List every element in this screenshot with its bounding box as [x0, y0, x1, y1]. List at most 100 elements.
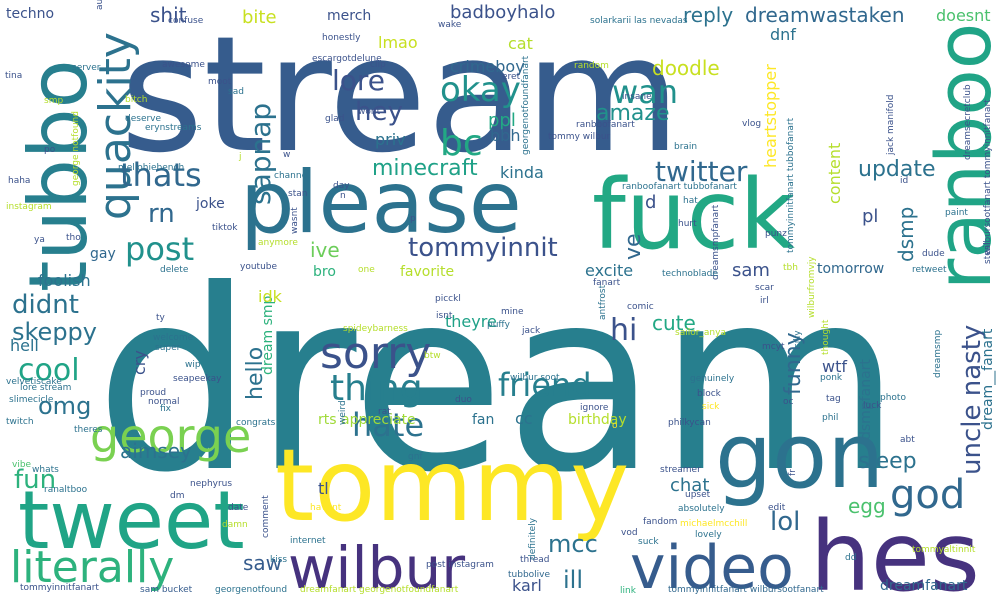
word-moot: moot	[208, 77, 232, 87]
word-heartstopper: heartstopper	[761, 64, 780, 168]
word-hell: hell	[10, 336, 39, 355]
word-one: one	[358, 265, 375, 275]
word-bbh: bbh	[490, 126, 520, 145]
word-ranboo: ranboo	[919, 23, 1000, 290]
word-theyre: theyre	[445, 312, 497, 331]
word-dreamsmpfanart: dreamsmpfanart	[711, 204, 721, 280]
word-doodle: doodle	[652, 56, 720, 80]
word-hurt: hurt	[678, 219, 697, 229]
word-o: o	[612, 421, 618, 431]
word-wip: wip	[185, 360, 201, 370]
word-friend: friend	[498, 366, 592, 404]
word-literally: literally	[10, 542, 174, 593]
word-isnt: isnt	[436, 311, 453, 321]
word-fun: fun	[14, 465, 56, 495]
word-technoblade: technoblade	[662, 269, 718, 279]
word-streamer: streamer	[660, 465, 701, 475]
word-bite: bite	[242, 7, 277, 28]
word-dream-smp: dream smp	[260, 295, 276, 375]
word-seapeekay: seapeekay	[173, 374, 222, 384]
word-havent: havent	[310, 503, 342, 513]
word-w: w	[283, 150, 290, 160]
word-joke: joke	[195, 196, 225, 212]
word-fix: fix	[160, 404, 172, 414]
word-duo: duo	[455, 395, 472, 405]
word-wan: wan	[612, 73, 678, 111]
word-didnt: didnt	[12, 290, 79, 320]
word-welcome: welcome	[153, 333, 194, 343]
word-wont: wont	[358, 107, 381, 117]
word-brain: brain	[674, 142, 697, 152]
word-okay: okay	[440, 70, 521, 110]
word-sleep: sleep	[858, 449, 917, 474]
word-content: content	[825, 143, 844, 204]
word-dude: dude	[922, 249, 945, 259]
word-whats: whats	[32, 465, 59, 475]
word-tina: tina	[5, 71, 22, 81]
word-omg: omg	[38, 392, 91, 420]
word-comment: comment	[261, 495, 271, 538]
word-hate: hate	[352, 406, 424, 444]
word-block: block	[697, 389, 722, 399]
word-pl: pl	[862, 206, 878, 227]
word-date: date	[228, 503, 249, 513]
word-cool: cool	[18, 353, 80, 388]
word-wilburfromvjy: wilburfromvjy	[807, 256, 817, 318]
word-saw: saw	[243, 551, 282, 575]
word-weird: weird	[338, 400, 348, 425]
word-ranaltboo: ranaltboo	[44, 485, 88, 495]
word-ranboofanart: ranboofanart	[576, 120, 635, 130]
word-au: au	[95, 0, 105, 10]
word-rat: rat	[378, 407, 391, 417]
word-tommy: tommy	[275, 427, 629, 544]
word-photo: photo	[880, 393, 906, 403]
word-aimsey: aimsey	[120, 439, 192, 463]
word-techno: techno	[6, 6, 54, 22]
word-fandom: fandom	[643, 517, 677, 527]
word-dd: dd	[845, 553, 856, 563]
word-thing: thing	[330, 368, 423, 409]
word-cry: cry	[130, 350, 149, 375]
word-dsmp: dsmp	[894, 207, 918, 262]
word-stream: stream	[120, 1, 681, 188]
word-post-instagram: post instagram	[426, 560, 494, 570]
word-internet: internet	[290, 536, 326, 546]
word-definitely: definitely	[528, 517, 538, 560]
word-hi: hi	[610, 313, 637, 348]
word-velvetiscake: velvetiscake	[6, 377, 62, 387]
word-karl: karl	[512, 576, 542, 595]
word-insane: insane	[622, 92, 652, 102]
word-hat: hat	[683, 196, 698, 206]
word-sam: sam	[732, 260, 770, 281]
word-paint: paint	[945, 208, 968, 218]
word-steal: steal	[983, 242, 993, 264]
word-suck: suck	[638, 537, 659, 547]
word-tweet: tweet	[18, 474, 245, 567]
word-lol: lol	[770, 507, 800, 537]
word-tbh: tbh	[783, 263, 798, 273]
word-irl: irl	[760, 296, 769, 306]
word-abt: abt	[900, 435, 915, 445]
word-awesome: awesome	[162, 60, 205, 70]
word-bc: bc	[440, 123, 483, 164]
word-update: update	[858, 157, 936, 182]
word-phil: phil	[822, 413, 838, 423]
word-channel: channel	[274, 171, 310, 181]
word-excite: excite	[585, 261, 633, 280]
word-theres: theres	[74, 425, 103, 435]
word-ill: ill	[563, 566, 583, 594]
word-j: j	[238, 152, 242, 162]
word-dream-fanart: dream__fanart	[980, 328, 996, 430]
word-god: god	[890, 472, 965, 518]
word-congrats: congrats	[236, 418, 276, 428]
word-sorry: sorry	[320, 328, 431, 379]
word-scar: scar	[755, 283, 774, 293]
word-oc: oc	[783, 397, 794, 407]
word-thread: thread	[520, 555, 550, 565]
word-tommyinnit: tommyinnit	[408, 233, 558, 263]
word-eret: eret	[502, 72, 521, 82]
word-rn: rn	[148, 199, 175, 229]
word-gnf: gnf	[408, 452, 423, 462]
